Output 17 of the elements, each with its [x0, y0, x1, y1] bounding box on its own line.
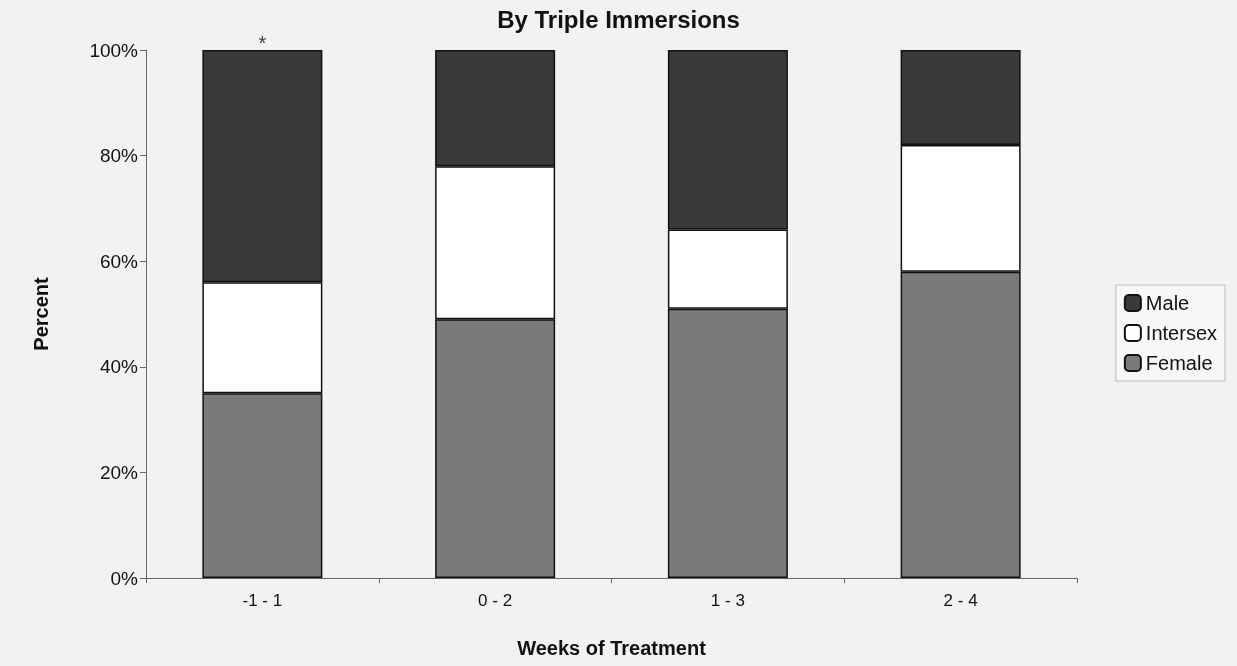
- legend-label: Intersex: [1145, 322, 1218, 344]
- y-tick-label: 100%: [89, 39, 139, 61]
- y-axis-title: Percent: [30, 276, 52, 351]
- x-axis-title: Weeks of Treatment: [517, 637, 707, 659]
- x-tick-label: 1 - 3: [710, 591, 745, 610]
- y-tick-label: 80%: [99, 145, 139, 167]
- y-tick-label: 20%: [99, 461, 139, 483]
- y-tick-label: 40%: [99, 356, 139, 378]
- chart-title: By Triple Immersions: [497, 5, 740, 33]
- y-tick-label: 60%: [99, 250, 139, 272]
- legend-label: Female: [1145, 352, 1213, 374]
- annotation: *: [258, 32, 267, 54]
- x-tick-label: 2 - 4: [943, 591, 978, 610]
- x-tick-label: 0 - 2: [478, 591, 513, 610]
- y-tick-label: 0%: [110, 567, 139, 589]
- x-tick-label: -1 - 1: [242, 591, 283, 610]
- legend-label: Male: [1145, 292, 1190, 314]
